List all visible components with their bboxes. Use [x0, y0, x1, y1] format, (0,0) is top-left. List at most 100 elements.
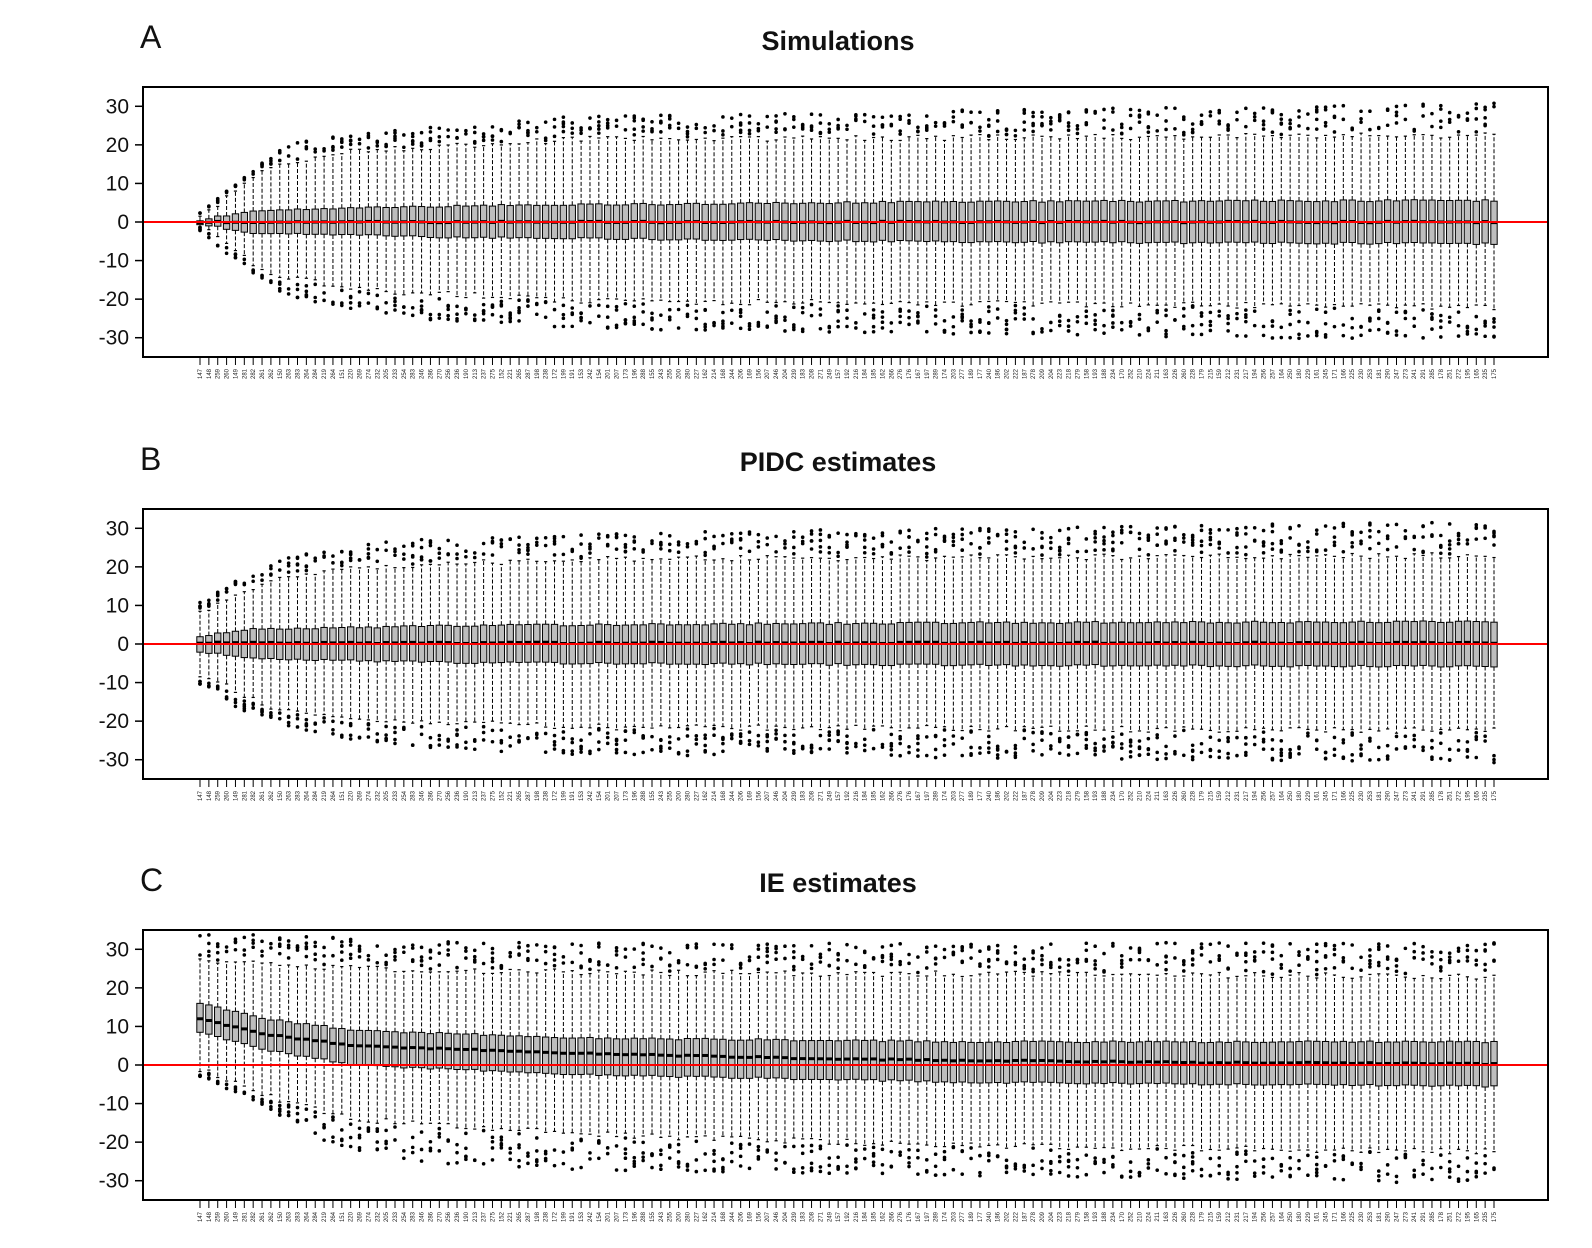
outlier-point	[1332, 543, 1337, 548]
outlier-point	[783, 542, 787, 546]
outlier-point	[614, 737, 619, 742]
outlier-point	[242, 699, 247, 703]
outlier-point	[1279, 548, 1284, 552]
outlier-point	[942, 743, 947, 748]
outlier-point	[1439, 125, 1443, 130]
box-157	[834, 531, 842, 744]
box-252	[1126, 107, 1135, 328]
x-tick-label: 149	[233, 368, 239, 379]
outlier-point	[410, 743, 415, 748]
outlier-point	[1181, 532, 1186, 537]
outlier-point	[871, 316, 876, 320]
outlier-point	[295, 141, 300, 145]
box-275	[488, 536, 497, 744]
outlier-point	[898, 309, 902, 313]
outlier-point	[1261, 730, 1266, 734]
outlier-point	[995, 129, 1000, 134]
outlier-point	[809, 750, 814, 755]
outlier-point	[845, 740, 849, 745]
outlier-point	[207, 954, 211, 958]
outlier-point	[827, 325, 832, 330]
outlier-point	[322, 1138, 326, 1142]
outlier-point	[1013, 551, 1018, 555]
outlier-point	[1492, 101, 1496, 106]
outlier-point	[1412, 733, 1417, 738]
outlier-point	[614, 308, 619, 312]
outlier-point	[366, 146, 371, 150]
box-170	[1118, 524, 1126, 761]
outlier-point	[552, 125, 557, 129]
box-247	[1392, 104, 1401, 337]
outlier-point	[783, 539, 787, 543]
outlier-point	[685, 129, 690, 134]
outlier-point	[517, 543, 521, 547]
box-207	[612, 118, 621, 330]
outlier-point	[1031, 121, 1035, 126]
outlier-point	[1022, 540, 1027, 545]
outlier-point	[792, 748, 796, 753]
outlier-point	[472, 313, 477, 317]
outlier-point	[1394, 104, 1399, 109]
outlier-point	[871, 132, 876, 136]
outlier-point	[659, 313, 663, 317]
outlier-point	[277, 942, 282, 947]
x-tick-label: 290	[1386, 790, 1392, 801]
outlier-point	[224, 689, 229, 693]
outlier-point	[1119, 746, 1124, 750]
outlier-point	[286, 556, 291, 560]
x-tick-label: 187	[1022, 368, 1028, 379]
box-161	[1313, 528, 1321, 751]
outlier-point	[1447, 552, 1452, 556]
x-tick-label: 202	[1005, 790, 1011, 801]
outlier-point	[792, 529, 796, 534]
x-tick-label: 234	[1111, 790, 1117, 801]
outlier-point	[251, 933, 255, 937]
outlier-point	[1022, 312, 1027, 316]
outlier-point	[304, 289, 309, 294]
x-tick-label: 239	[792, 368, 798, 379]
outlier-point	[747, 114, 752, 118]
outlier-point	[348, 300, 353, 305]
outlier-point	[1456, 537, 1461, 542]
outlier-point	[845, 540, 849, 544]
y-tick-label: -20	[99, 288, 129, 311]
outlier-point	[1465, 747, 1470, 752]
outlier-point	[1439, 551, 1443, 556]
x-tick-label: 173	[623, 368, 629, 379]
outlier-point	[1004, 132, 1009, 137]
outlier-point	[198, 1073, 202, 1078]
outlier-point	[1394, 110, 1399, 115]
x-tick-label: 272	[1457, 368, 1463, 379]
x-tick-label: 207	[765, 790, 771, 801]
outlier-point	[632, 127, 637, 131]
x-tick-label: 247	[1395, 790, 1401, 801]
outlier-point	[313, 952, 318, 957]
outlier-point	[393, 741, 397, 746]
outlier-point	[517, 734, 521, 738]
outlier-point	[1252, 115, 1257, 119]
outlier-point	[641, 750, 645, 755]
outlier-point	[685, 734, 690, 738]
outlier-point	[1155, 526, 1160, 530]
x-tick-label: 269	[358, 368, 364, 379]
x-tick-label: 269	[358, 790, 364, 801]
outlier-point	[295, 295, 300, 300]
outlier-point	[623, 729, 628, 733]
outlier-point	[641, 125, 645, 129]
outlier-point	[889, 123, 894, 128]
outlier-point	[313, 150, 318, 154]
outlier-point	[676, 543, 681, 547]
outlier-point	[570, 311, 575, 315]
outlier-point	[588, 116, 592, 120]
outlier-point	[694, 734, 699, 738]
outlier-point	[1306, 545, 1310, 550]
outlier-point	[951, 543, 956, 548]
box-269	[355, 558, 364, 740]
outlier-point	[951, 742, 956, 746]
outlier-point	[978, 110, 982, 115]
outlier-point	[641, 129, 645, 133]
outlier-point	[1217, 314, 1222, 318]
x-tick-label: 164	[1279, 790, 1285, 801]
outlier-point	[499, 541, 504, 546]
outlier-point	[774, 314, 778, 318]
